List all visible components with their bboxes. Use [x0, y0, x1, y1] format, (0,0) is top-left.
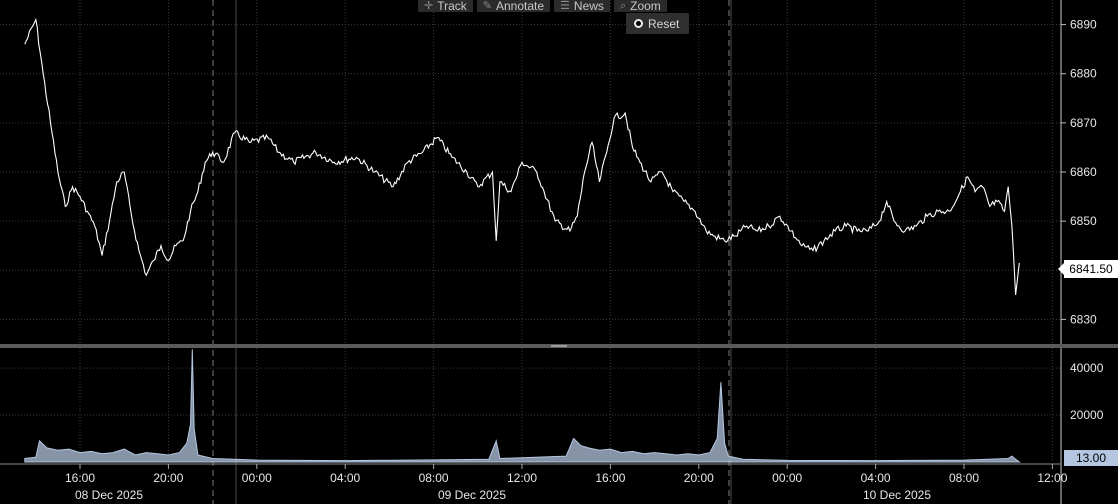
news-button[interactable]: ☰ News: [554, 0, 610, 12]
pencil-icon: ✎: [482, 0, 492, 12]
annotate-button[interactable]: ✎ Annotate: [476, 0, 551, 12]
price-tick-label: 6830: [1070, 312, 1097, 326]
time-tick-label: 00:00: [772, 471, 802, 485]
time-tick-label: 12:00: [507, 471, 537, 485]
news-icon: ☰: [560, 0, 570, 12]
zoom-button[interactable]: ⌕ Zoom: [613, 0, 667, 12]
reset-label: Reset: [648, 16, 680, 31]
price-line-series: [24, 17, 1020, 295]
reset-button[interactable]: Reset: [626, 13, 689, 34]
chart-toolbar: ✛ Track ✎ Annotate ☰ News ⌕ Zoom: [418, 0, 667, 12]
news-label: News: [573, 0, 604, 12]
crosshair-icon: ✛: [424, 0, 434, 12]
zoom-label: Zoom: [630, 0, 661, 12]
date-label: 08 Dec 2025: [75, 488, 143, 502]
reset-icon: [634, 19, 643, 28]
time-tick-label: 04:00: [330, 471, 360, 485]
volume-tick-label: 20000: [1070, 408, 1104, 422]
last-volume-tag: 13.00: [1064, 450, 1118, 466]
price-tick-label: 6850: [1070, 214, 1097, 228]
price-tick-label: 6870: [1070, 116, 1097, 130]
price-tick-label: 6880: [1070, 67, 1097, 81]
track-button[interactable]: ✛ Track: [418, 0, 473, 12]
time-tick-label: 08:00: [419, 471, 449, 485]
price-tick-label: 6860: [1070, 165, 1097, 179]
annotate-label: Annotate: [496, 0, 545, 12]
date-label: 10 Dec 2025: [863, 488, 931, 502]
time-tick-label: 16:00: [595, 471, 625, 485]
time-tick-label: 12:00: [1037, 471, 1067, 485]
time-tick-label: 20:00: [684, 471, 714, 485]
resize-grip-icon[interactable]: [551, 345, 567, 347]
track-label: Track: [437, 0, 467, 12]
time-tick-label: 08:00: [949, 471, 979, 485]
time-tick-label: 04:00: [861, 471, 891, 485]
price-tick-label: 6890: [1070, 18, 1097, 32]
volume-area-series: [24, 349, 1021, 463]
last-price-tag: 6841.50: [1058, 260, 1118, 278]
time-tick-label: 20:00: [153, 471, 183, 485]
time-tick-label: 16:00: [65, 471, 95, 485]
date-label: 09 Dec 2025: [438, 488, 506, 502]
volume-tick-label: 40000: [1070, 361, 1104, 375]
magnifier-icon: ⌕: [619, 0, 627, 12]
time-tick-label: 00:00: [242, 471, 272, 485]
